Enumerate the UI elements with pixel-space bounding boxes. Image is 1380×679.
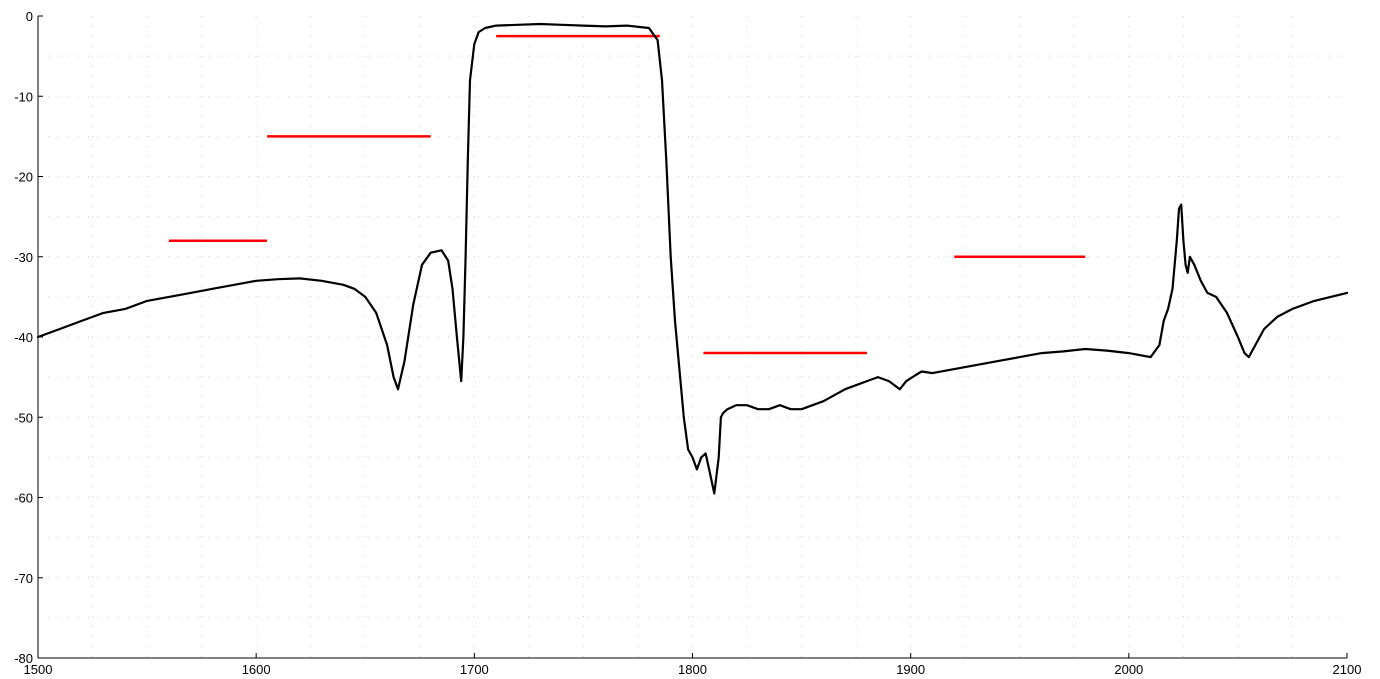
y-tick-label: 0: [26, 9, 33, 24]
series-line: [36, 22, 1349, 495]
x-tick-label: 1500: [24, 662, 53, 677]
series-layer: [36, 22, 1349, 495]
y-tick-label: -30: [14, 250, 33, 265]
y-tick-label: -40: [14, 330, 33, 345]
x-tick-label: 2000: [1114, 662, 1143, 677]
x-tick-label: 2100: [1333, 662, 1362, 677]
y-tick-label: -20: [14, 170, 33, 185]
x-tick-label: 1800: [678, 662, 707, 677]
y-tick-label: -80: [14, 651, 33, 666]
y-tick-label: -60: [14, 491, 33, 506]
y-tick-label: -10: [14, 89, 33, 104]
x-tick-label: 1600: [242, 662, 271, 677]
mask-layer: [168, 34, 1086, 355]
y-tick-label: -70: [14, 571, 33, 586]
x-tick-label: 1700: [460, 662, 489, 677]
y-tick-label: -50: [14, 410, 33, 425]
x-tick-label: 1900: [896, 662, 925, 677]
axes-layer: 1500 1600 1700 1800 1900 2000 2100 0 -10 -20 -30 -4…: [14, 9, 1361, 677]
grid-layer: [38, 16, 1347, 658]
